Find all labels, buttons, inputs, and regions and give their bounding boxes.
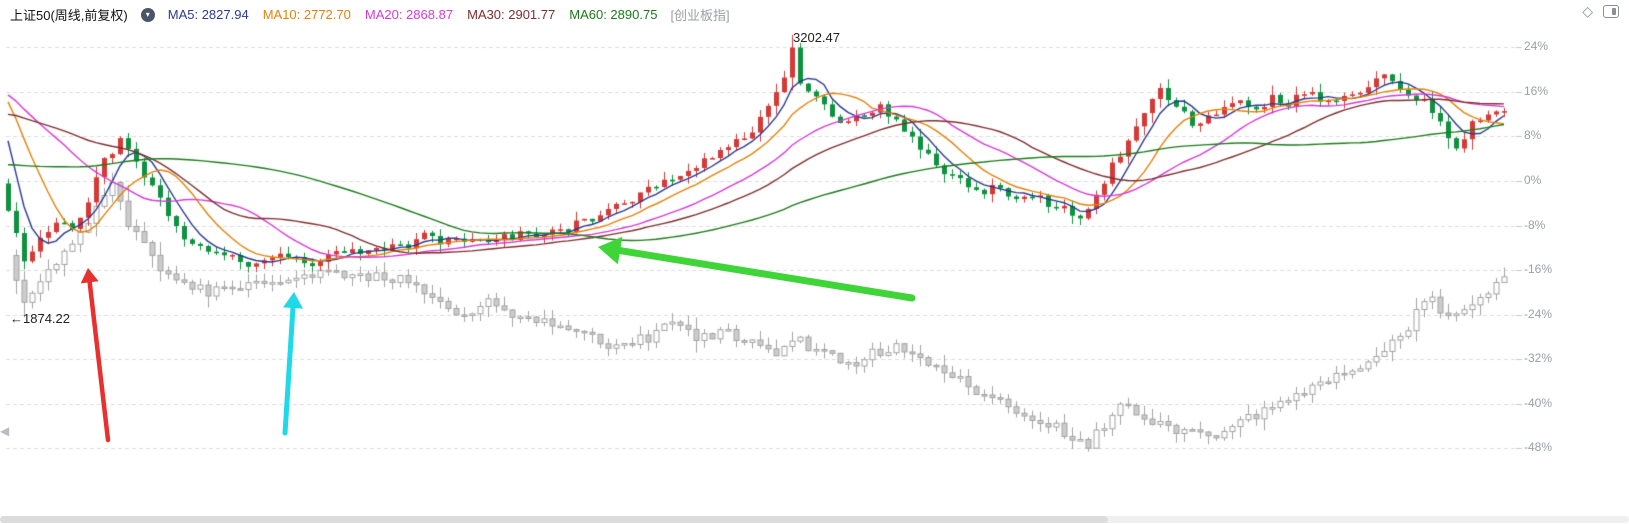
ma-label-ma5[interactable]: MA5: 2827.94 bbox=[167, 7, 249, 22]
peak-price-label: 3202.47 bbox=[793, 30, 840, 45]
axis-tick-label: -48% bbox=[1524, 440, 1553, 455]
axis-tick-label: -24% bbox=[1524, 306, 1553, 321]
axis-tick-label: -16% bbox=[1524, 262, 1553, 277]
overlay-index-label[interactable]: [创业板指] bbox=[670, 8, 730, 23]
header-icons: ◇ bbox=[1582, 4, 1619, 18]
chart-title[interactable]: 上证50(周线,前复权) bbox=[10, 8, 128, 23]
layout-panel-icon[interactable] bbox=[1603, 4, 1619, 18]
axis-tick-label: -32% bbox=[1524, 351, 1553, 366]
ma-label-ma10[interactable]: MA10: 2772.70 bbox=[262, 7, 351, 22]
diamond-icon[interactable]: ◇ bbox=[1582, 3, 1593, 19]
ma-label-ma60[interactable]: MA60: 2890.75 bbox=[569, 7, 658, 22]
axis-tick-label: 24% bbox=[1524, 39, 1549, 54]
axis-tick-label: -40% bbox=[1524, 395, 1553, 410]
ma-label-ma20[interactable]: MA20: 2868.87 bbox=[364, 7, 454, 22]
ma-labels-group: MA5: 2827.94 MA10: 2772.70 MA20: 2868.87 MA… bbox=[168, 7, 658, 22]
ma-settings-icon[interactable]: ▾ bbox=[140, 7, 155, 22]
scrollbar-thumb[interactable] bbox=[0, 516, 1108, 523]
horizontal-scrollbar[interactable] bbox=[0, 516, 1629, 523]
chart-header: 上证50(周线,前复权) ▾ MA5: 2827.94 MA10: 2772.70… bbox=[10, 5, 730, 24]
ma-label-ma30[interactable]: MA30: 2901.77 bbox=[467, 7, 556, 22]
axis-tick-label: 8% bbox=[1524, 128, 1542, 143]
scroll-left-icon[interactable]: ◀ bbox=[0, 424, 10, 438]
axis-tick-label: 0% bbox=[1524, 173, 1542, 187]
low-price-label: ←1874.22 bbox=[10, 311, 70, 326]
axis-tick-label: 16% bbox=[1524, 83, 1549, 98]
axis-tick-label: -8% bbox=[1524, 217, 1546, 232]
